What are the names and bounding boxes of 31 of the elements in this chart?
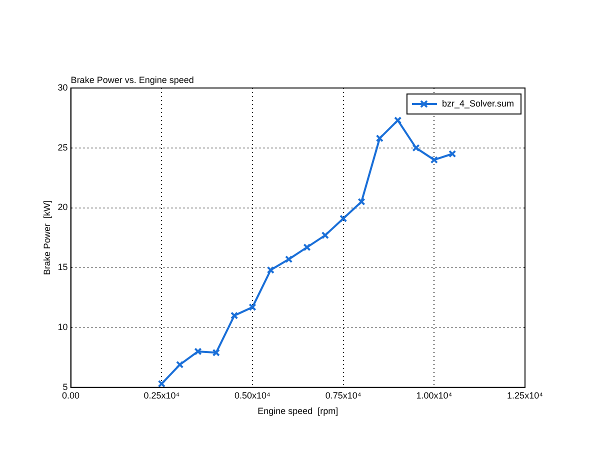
point: [194, 348, 202, 356]
x-tick-label: 0.00: [62, 390, 80, 400]
x-tick-label: 0.50x10⁴: [234, 390, 271, 400]
y-tick-label: 5: [62, 382, 68, 392]
point: [376, 134, 384, 142]
y-tick-label: 10: [58, 322, 68, 332]
x-tick-label: 1.00x10⁴: [416, 390, 452, 400]
legend-label: bzr_4_Solver.sum: [442, 98, 514, 108]
x-tick-label: 0.75x10⁴: [325, 390, 362, 400]
y-tick-label: 25: [58, 142, 68, 152]
point: [303, 243, 311, 252]
point: [339, 214, 348, 222]
x-axis-title: Engine speed [rpm]: [258, 406, 338, 416]
point: [248, 303, 256, 311]
y-axis-title: Brake Power [kW]: [42, 200, 52, 275]
y-tick-label: 20: [58, 202, 68, 212]
chart-title: Brake Power vs. Engine speed: [70, 74, 194, 85]
point: [321, 231, 329, 240]
point: [212, 348, 220, 356]
point: [266, 266, 274, 274]
y-tick-label: 30: [58, 82, 68, 92]
x-tick-label: 1.25x10⁴: [507, 390, 544, 400]
x-tick-label: 0.25x10⁴: [144, 390, 180, 400]
point: [412, 144, 420, 152]
point: [394, 116, 402, 124]
point: [230, 312, 238, 320]
y-tick-label: 15: [58, 262, 68, 272]
point: [284, 255, 293, 264]
point: [176, 360, 184, 368]
point: [358, 198, 366, 206]
point: [430, 156, 438, 164]
